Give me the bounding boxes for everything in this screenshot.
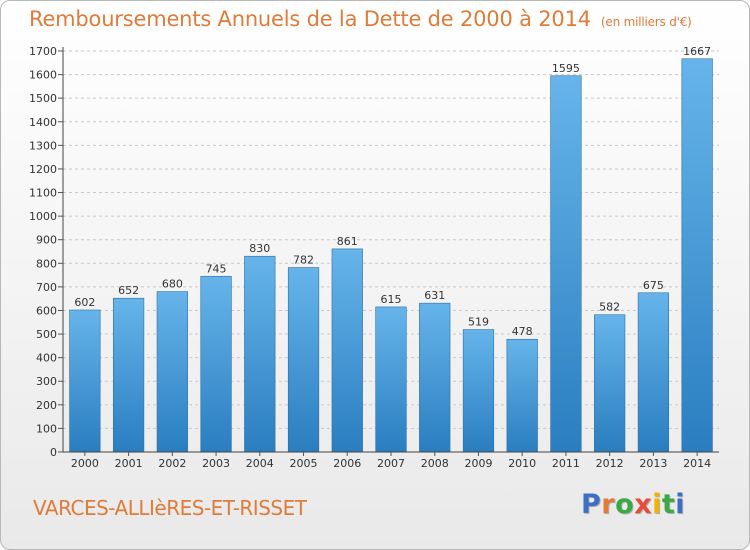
y-tick-label: 1100 (29, 187, 57, 200)
chart-title-text: Remboursements Annuels de la Dette de 20… (29, 7, 591, 31)
data-label: 615 (381, 293, 402, 306)
bar (681, 58, 713, 453)
x-tick-label: 2000 (71, 457, 99, 470)
y-tick-label: 1300 (29, 139, 57, 152)
data-label: 861 (337, 235, 358, 248)
proxiti-logo[interactable]: Proxiti (581, 489, 685, 520)
logo-letter: t (661, 489, 676, 520)
data-label: 519 (468, 316, 489, 329)
data-label: 582 (599, 301, 620, 314)
x-tick-label: 2005 (290, 457, 318, 470)
bar (419, 302, 451, 453)
data-label: 1595 (552, 62, 580, 75)
y-tick-label: 1700 (29, 45, 57, 58)
x-tick-label: 2009 (464, 457, 492, 470)
x-tick-label: 2008 (421, 457, 449, 470)
data-label: 782 (293, 254, 314, 267)
data-label: 745 (206, 262, 227, 275)
logo-letter: P (581, 489, 602, 520)
bar (200, 275, 232, 453)
bar (462, 329, 495, 453)
y-tick-label: 900 (36, 234, 57, 247)
logo-letter: i (652, 489, 662, 520)
data-label: 478 (512, 325, 533, 338)
bar (331, 248, 363, 453)
y-tick-label: 200 (36, 399, 57, 412)
data-label: 652 (118, 284, 139, 297)
chart-title: Remboursements Annuels de la Dette de 20… (29, 7, 692, 31)
commune-name: VARCES-ALLIèRES-ET-RISSET (33, 496, 307, 520)
bar-chart: 0 100 200 300 400 500 600 700 800 900 1000 1100 1200… (29, 45, 719, 470)
logo-letter: r (601, 489, 616, 520)
x-tick-label: 2010 (508, 457, 536, 470)
bar (594, 314, 626, 453)
data-labels: 602 652 680 745 830 782 861 615 631 519 478 1595 582… (74, 45, 711, 338)
y-tick-label: 300 (36, 375, 57, 388)
y-tick-label: 400 (36, 352, 57, 365)
x-tick-label: 2003 (202, 457, 230, 470)
logo-letter: x (634, 489, 653, 520)
x-tick-label: 2013 (639, 457, 667, 470)
x-tick-label: 2011 (552, 457, 580, 470)
bar (244, 255, 276, 453)
y-tick-label: 1000 (29, 210, 57, 223)
bar (375, 306, 407, 453)
y-tick-label: 100 (36, 422, 57, 435)
y-tick-label: 0 (50, 446, 57, 459)
x-tick-label: 2014 (683, 457, 711, 470)
bars (69, 58, 713, 453)
data-label: 675 (643, 279, 664, 292)
y-tick-label: 800 (36, 257, 57, 270)
data-label: 680 (162, 278, 183, 291)
y-tick-label: 700 (36, 281, 57, 294)
bar (69, 309, 101, 453)
x-axis-tick-labels: 2000 2001 2002 2003 2004 2005 2006 2007 2008 2009… (71, 452, 711, 470)
x-tick-label: 2001 (115, 457, 143, 470)
bar (550, 75, 582, 453)
y-tick-label: 600 (36, 304, 57, 317)
x-tick-label: 2002 (158, 457, 186, 470)
logo-letter: o (615, 489, 635, 520)
x-tick-label: 2012 (596, 457, 624, 470)
data-label: 830 (249, 242, 270, 255)
data-label: 1667 (683, 45, 711, 58)
y-tick-label: 1600 (29, 69, 57, 82)
logo-letter: i (675, 489, 686, 520)
bar (287, 267, 320, 453)
data-label: 631 (424, 289, 445, 302)
bar (506, 338, 538, 453)
y-tick-label: 1200 (29, 163, 57, 176)
y-axis-tick-labels: 0 100 200 300 400 500 600 700 800 900 1000 1100 1200… (29, 45, 57, 459)
chart-unit: (en milliers d'€) (600, 15, 692, 29)
y-tick-label: 1500 (29, 92, 57, 105)
x-tick-label: 2004 (246, 457, 274, 470)
bar (156, 291, 188, 453)
y-tick-label: 1400 (29, 116, 57, 129)
x-tick-label: 2007 (377, 457, 405, 470)
bar (637, 292, 670, 453)
x-tick-label: 2006 (333, 457, 361, 470)
bar (112, 297, 145, 453)
data-label: 602 (74, 296, 95, 309)
y-tick-label: 500 (36, 328, 57, 341)
